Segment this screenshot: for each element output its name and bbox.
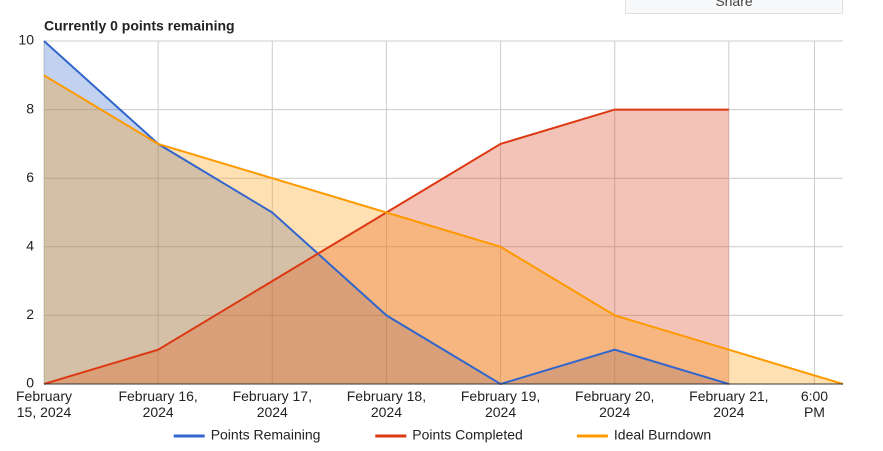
x-tick-label: February 19, 2024 [460, 388, 541, 420]
x-tick-label: February 17, 2024 [232, 388, 312, 420]
series-line [43, 74, 844, 385]
area-fill [44, 109, 729, 384]
x-tick-label: February 16, 2024 [118, 388, 198, 420]
y-tick-label: 8 [26, 100, 34, 116]
chart-title: Currently 0 points remaining [44, 18, 235, 34]
x-tick-label: 6:00 PM [800, 388, 829, 420]
x-tick-label: February 18, 2024 [346, 388, 427, 420]
legend-label: Points Remaining [211, 427, 321, 443]
area-fill [44, 41, 729, 384]
legend-label: Points Completed [412, 427, 523, 443]
share-button[interactable]: Share [625, 0, 843, 14]
y-tick-label: 6 [26, 169, 34, 185]
x-tick-label: February 15, 2024 [15, 388, 73, 420]
x-tick-label: February 20, 2024 [575, 388, 655, 420]
y-tick-label: 2 [26, 306, 34, 322]
y-tick-label: 10 [18, 32, 34, 48]
legend-label: Ideal Burndown [614, 427, 711, 443]
y-tick-label: 0 [26, 375, 34, 391]
y-tick-label: 4 [26, 238, 34, 254]
x-tick-label: February 21, 2024 [689, 388, 769, 420]
